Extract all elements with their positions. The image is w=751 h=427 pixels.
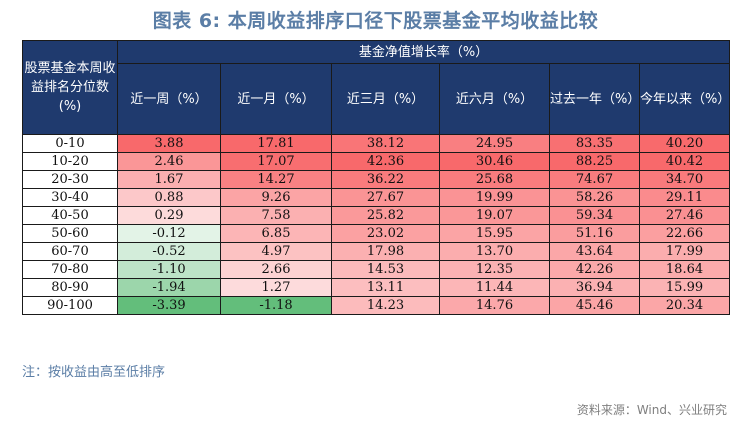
value-cell: 27.46: [638, 206, 731, 225]
table-row: 40-50 0.29 7.58 25.82 19.07 59.34 27.46: [22, 206, 731, 225]
value-cell: 11.44: [439, 278, 550, 297]
value-cell: 6.85: [220, 224, 332, 243]
value-cell: 58.26: [549, 188, 640, 207]
value-cell: 0.88: [117, 188, 221, 207]
corner-header: 股票基金本周收益排名分位数(%): [22, 40, 118, 135]
table-row: 70-80 -1.10 2.66 14.53 12.35 42.26 18.64: [22, 260, 731, 279]
value-cell: 19.07: [439, 206, 550, 225]
value-cell: 13.70: [439, 242, 550, 261]
value-cell: 23.02: [331, 224, 440, 243]
corner-header-text: 股票基金本周收益排名分位数(%): [24, 61, 116, 114]
footnote: 注：按收益由高至低排序: [22, 365, 166, 380]
value-cell: 30.46: [439, 152, 550, 171]
column-header-row: 近一周（%） 近一月（%） 近三月（%） 近六月（%） 过去一年（%） 今年以来（%）: [23, 63, 730, 135]
value-cell: 18.64: [638, 260, 731, 279]
value-cell: 2.46: [117, 152, 221, 171]
column-header: 过去一年（%）: [549, 63, 640, 135]
value-cell: 17.07: [220, 152, 332, 171]
table-body: 0-10 3.88 17.81 38.12 24.95 83.35 40.20 10-20 2.…: [22, 134, 731, 315]
value-cell: -3.39: [117, 296, 221, 315]
column-header: 今年以来（%）: [638, 63, 730, 135]
value-cell: 45.46: [549, 296, 640, 315]
value-cell: 7.58: [220, 206, 332, 225]
table-row: 60-70 -0.52 4.97 17.98 13.70 43.64 17.99: [22, 242, 731, 261]
table-row: 0-10 3.88 17.81 38.12 24.95 83.35 40.20: [22, 134, 731, 153]
row-label: 0-10: [22, 134, 118, 153]
value-cell: -1.18: [220, 296, 332, 315]
value-cell: 15.95: [439, 224, 550, 243]
row-label: 30-40: [22, 188, 118, 207]
table-row: 20-30 1.67 14.27 36.22 25.68 74.67 34.70: [22, 170, 731, 189]
value-cell: 36.22: [331, 170, 440, 189]
value-cell: 25.82: [331, 206, 440, 225]
value-cell: 22.66: [638, 224, 731, 243]
row-label: 50-60: [22, 224, 118, 243]
value-cell: 42.26: [549, 260, 640, 279]
value-cell: 34.70: [638, 170, 731, 189]
value-cell: 27.67: [331, 188, 440, 207]
row-label: 60-70: [22, 242, 118, 261]
value-cell: 1.27: [220, 278, 332, 297]
value-cell: 51.16: [549, 224, 640, 243]
value-cell: 40.42: [638, 152, 731, 171]
value-cell: 24.95: [439, 134, 550, 153]
value-cell: 43.64: [549, 242, 640, 261]
table-row: 50-60 -0.12 6.85 23.02 15.95 51.16 22.66: [22, 224, 731, 243]
value-cell: 83.35: [549, 134, 640, 153]
value-cell: 14.23: [331, 296, 440, 315]
value-cell: -1.10: [117, 260, 221, 279]
value-cell: 14.76: [439, 296, 550, 315]
value-cell: 3.88: [117, 134, 221, 153]
value-cell: -0.12: [117, 224, 221, 243]
column-header: 近一月（%）: [220, 63, 332, 135]
value-cell: 20.34: [638, 296, 731, 315]
value-cell: 74.67: [549, 170, 640, 189]
group-header: 基金净值增长率（%）: [116, 40, 731, 64]
value-cell: 15.99: [638, 278, 731, 297]
value-cell: 17.81: [220, 134, 332, 153]
value-cell: 88.25: [549, 152, 640, 171]
value-cell: 25.68: [439, 170, 550, 189]
value-cell: 17.98: [331, 242, 440, 261]
value-cell: 12.35: [439, 260, 550, 279]
value-cell: 36.94: [549, 278, 640, 297]
row-label: 90-100: [22, 296, 118, 315]
value-cell: 9.26: [220, 188, 332, 207]
table-row: 90-100 -3.39 -1.18 14.23 14.76 45.46 20.34: [22, 296, 731, 315]
row-label: 10-20: [22, 152, 118, 171]
value-cell: -0.52: [117, 242, 221, 261]
row-label: 80-90: [22, 278, 118, 297]
table-row: 10-20 2.46 17.07 42.36 30.46 88.25 40.42: [22, 152, 731, 171]
value-cell: 2.66: [220, 260, 332, 279]
value-cell: 59.34: [549, 206, 640, 225]
column-header: 近一周（%）: [117, 63, 221, 135]
value-cell: 14.53: [331, 260, 440, 279]
row-label: 70-80: [22, 260, 118, 279]
value-cell: -1.94: [117, 278, 221, 297]
row-label: 40-50: [22, 206, 118, 225]
source-note: 资料来源：Wind、兴业研究: [576, 403, 727, 417]
value-cell: 17.99: [638, 242, 731, 261]
value-cell: 4.97: [220, 242, 332, 261]
value-cell: 14.27: [220, 170, 332, 189]
table-row: 30-40 0.88 9.26 27.67 19.99 58.26 29.11: [22, 188, 731, 207]
column-header: 近六月（%）: [439, 63, 550, 135]
value-cell: 13.11: [331, 278, 440, 297]
value-cell: 29.11: [638, 188, 731, 207]
value-cell: 40.20: [638, 134, 731, 153]
page-title: 图表 6: 本周收益排序口径下股票基金平均收益比较: [152, 10, 599, 32]
value-cell: 0.29: [117, 206, 221, 225]
column-header: 近三月（%）: [331, 63, 440, 135]
value-cell: 38.12: [331, 134, 440, 153]
row-label: 20-30: [22, 170, 118, 189]
value-cell: 19.99: [439, 188, 550, 207]
table-row: 80-90 -1.94 1.27 13.11 11.44 36.94 15.99: [22, 278, 731, 297]
fund-return-table: 股票基金本周收益排名分位数(%) 基金净值增长率（%） 近一周（%） 近一月（%）…: [22, 40, 730, 315]
value-cell: 42.36: [331, 152, 440, 171]
value-cell: 1.67: [117, 170, 221, 189]
